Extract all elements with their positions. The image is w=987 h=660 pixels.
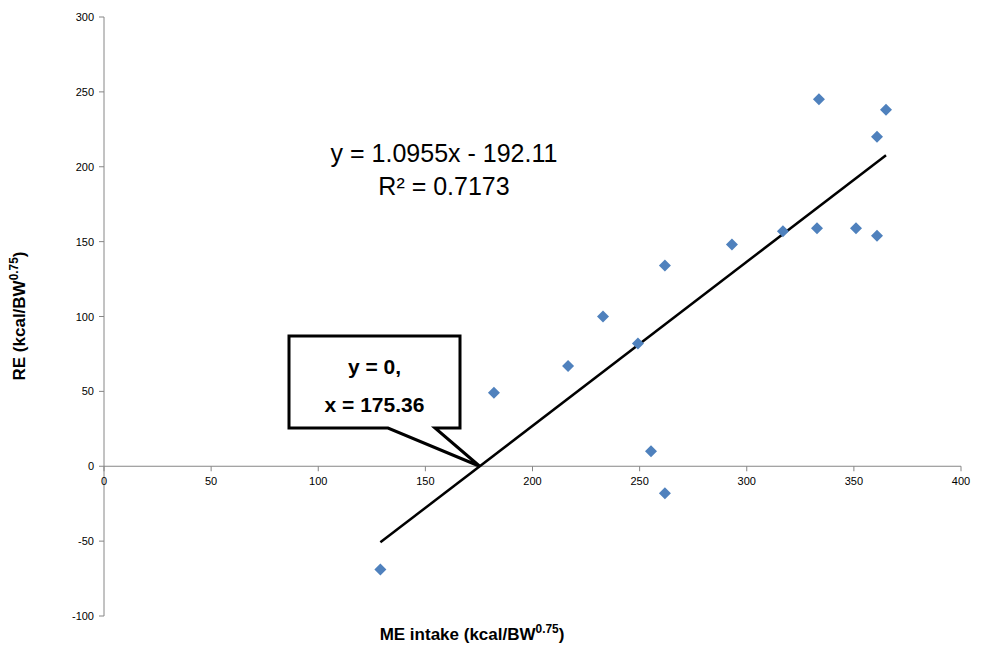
x-tick-label: 400 (952, 475, 970, 487)
x-tick (318, 466, 319, 471)
y-tick-label: 100 (76, 311, 94, 323)
chart: 0 50 100 150 200 250 300 350 400 -100 -50 0 50 100 150… (0, 0, 987, 660)
trendline-equation: y = 1.0955x - 192.11 (331, 139, 558, 167)
y-tick-label: -50 (78, 535, 94, 547)
x-tick-label: 200 (523, 475, 541, 487)
x-tick-label: 150 (416, 475, 434, 487)
x-tick (639, 466, 640, 471)
y-tick-label: -100 (72, 610, 94, 622)
point (562, 360, 574, 372)
r-squared: R² = 0.7173 (378, 172, 509, 200)
point (659, 487, 671, 499)
callout (289, 336, 480, 466)
point (726, 239, 738, 251)
y-tick-label: 250 (76, 86, 94, 98)
x-tick (211, 466, 212, 471)
x-tick (853, 466, 854, 471)
label-sup: 0.75 (7, 257, 21, 281)
y-tick-label: 300 (76, 11, 94, 23)
y-axis-title: RE (kcal/BW0.75) (7, 252, 29, 381)
label-part: ME intake (kcal/BW (380, 625, 537, 644)
y-tick-label: 200 (76, 161, 94, 173)
point (871, 131, 883, 143)
point (645, 445, 657, 457)
point (813, 93, 825, 105)
point (597, 311, 609, 323)
label-part: RE (kcal/BW (10, 279, 29, 380)
x-tick-label: 100 (309, 475, 327, 487)
label-part: ) (10, 252, 29, 258)
label-part: ) (559, 625, 565, 644)
x-tick (425, 466, 426, 471)
x-tick (532, 466, 533, 471)
y-tick (99, 466, 104, 467)
point (777, 225, 789, 237)
background (0, 0, 987, 660)
y-tick (99, 241, 104, 242)
point (488, 387, 500, 399)
point (880, 104, 892, 116)
point (871, 230, 883, 242)
x-tick-label: 300 (738, 475, 756, 487)
callout-text: x = 175.36 (325, 393, 425, 416)
x-tick (104, 466, 105, 471)
x-tick-label: 50 (205, 475, 217, 487)
y-tick (99, 391, 104, 392)
y-tick (99, 17, 104, 18)
label-sup: 0.75 (536, 622, 560, 636)
x-tick-label: 250 (630, 475, 648, 487)
point (374, 564, 386, 576)
y-tick (99, 541, 104, 542)
x-tick-label: 350 (845, 475, 863, 487)
x-tick (961, 466, 962, 471)
callout-text: y = 0, (348, 355, 401, 378)
x-tick (746, 466, 747, 471)
y-tick (99, 91, 104, 92)
x-tick-label: 0 (101, 475, 107, 487)
y-tick-label: 0 (88, 460, 94, 472)
point (659, 260, 671, 272)
x-axis-title: ME intake (kcal/BW0.75) (380, 622, 565, 644)
y-tick-label: 50 (82, 385, 94, 397)
y-tick (99, 316, 104, 317)
point (811, 222, 823, 234)
point (850, 222, 862, 234)
y-tick (99, 166, 104, 167)
y-tick-label: 150 (76, 236, 94, 248)
y-tick (99, 616, 104, 617)
point (632, 337, 644, 349)
